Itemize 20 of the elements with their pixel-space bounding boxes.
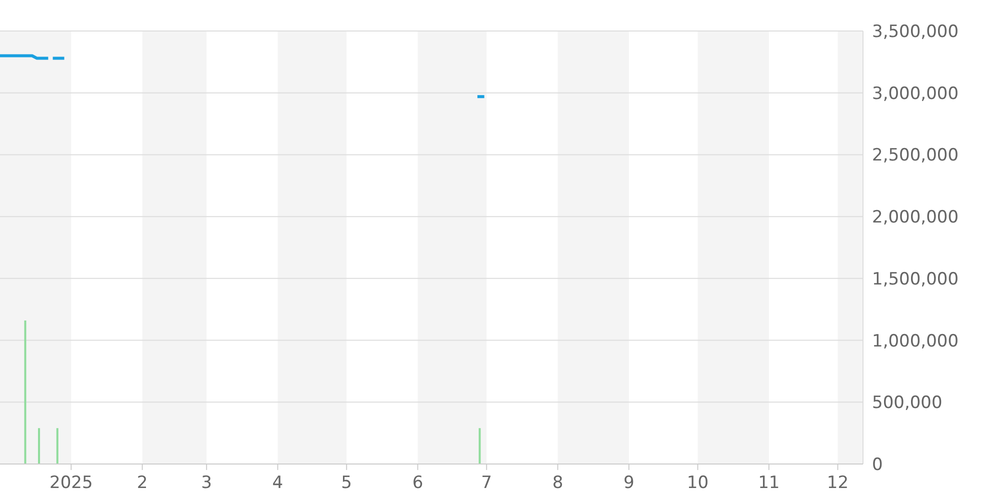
- y-tick-label: 1,500,000: [872, 269, 959, 290]
- x-tick-label: 2025: [50, 473, 93, 493]
- x-tick-label: 7: [481, 473, 492, 493]
- x-tick-label: 12: [826, 473, 849, 493]
- x-tick-label: 8: [552, 473, 564, 493]
- y-tick-label: 2,500,000: [872, 146, 959, 166]
- x-tick-label: 3: [201, 473, 212, 493]
- y-tick-label: 500,000: [872, 393, 942, 414]
- x-tick-label: 11: [758, 473, 780, 493]
- x-tick-label: 4: [272, 473, 284, 493]
- x-tick-label: 10: [686, 473, 709, 493]
- y-tick-label: 2,000,000: [872, 208, 959, 228]
- x-tick-label: 6: [412, 473, 424, 493]
- x-tick-label: 5: [341, 473, 352, 493]
- y-tick-label: 0: [872, 455, 883, 475]
- y-tick-label: 3,000,000: [872, 84, 959, 104]
- x-tick-label: 9: [623, 473, 634, 493]
- y-tick-label: 1,000,000: [872, 331, 959, 352]
- y-tick-label: 3,500,000: [872, 22, 959, 42]
- x-tick-label: 2: [136, 473, 148, 493]
